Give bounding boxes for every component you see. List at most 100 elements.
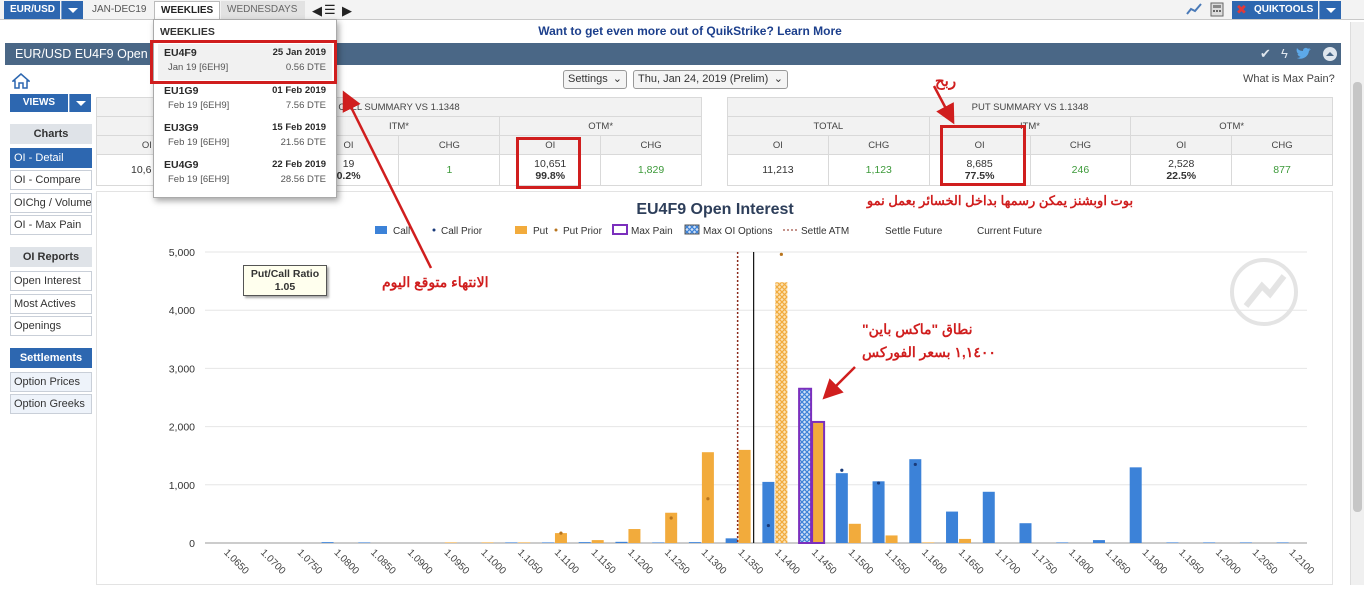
checkmark-icon[interactable]: ✔ (1260, 46, 1271, 61)
x-tick-label: 1.1200 (625, 547, 655, 577)
legend-swatch-call-prior (432, 228, 436, 232)
sidebar-item-most-actives[interactable]: Most Actives (10, 294, 92, 314)
calculator-icon[interactable] (1210, 2, 1224, 17)
tab-list-icon[interactable]: ☰ (324, 2, 336, 17)
put-otm-pct: 22.5% (1166, 170, 1197, 182)
chart-icon[interactable] (1186, 2, 1202, 16)
chevron-down-icon: ⌄ (773, 73, 783, 85)
annotation-profit: ربح (935, 73, 957, 90)
call-prior-dot-1.1500 (840, 468, 844, 472)
itm-put-highlight (940, 125, 1026, 186)
chevron-down-icon: ⌄ (612, 73, 622, 85)
flash-icon[interactable]: ϟ (1281, 46, 1288, 61)
chart-panel: EU4F9 Open Interest Call Call Prior Put Put … (96, 191, 1333, 585)
legend-swatch-put (515, 226, 527, 234)
call-bar-1.1200 (615, 541, 628, 543)
legend-swatch-put-prior (554, 228, 558, 232)
x-tick-label: 1.0800 (331, 547, 361, 577)
legend-call-prior: Call Prior (441, 226, 483, 237)
y-tick-label: 3,000 (169, 363, 195, 375)
scroll-left-icon[interactable]: ◀ (312, 3, 322, 18)
twitter-icon[interactable] (1296, 47, 1312, 61)
sidebar-item-open-interest[interactable]: Open Interest (10, 271, 92, 291)
y-tick-label: 5,000 (169, 247, 195, 259)
page-title: EUR/USD EU4F9 Open (15, 47, 148, 61)
y-tick-label: 2,000 (169, 422, 195, 434)
put-itm-oi-header: OI (928, 135, 1031, 155)
sidebar-item-option-prices[interactable]: Option Prices (10, 372, 92, 392)
x-tick-label: 1.2100 (1287, 547, 1317, 577)
views-button[interactable]: VIEWS (10, 94, 68, 112)
weekly-item-eu1g9[interactable]: EU1G9 01 Feb 2019 Feb 19 [6EH9] 7.56 DTE (158, 82, 332, 118)
put-itm-pct: 77.5% (964, 170, 995, 182)
call-itm-chg-header: CHG (398, 135, 501, 155)
x-tick-label: 1.1050 (515, 547, 545, 577)
put-itm-chg: 246 (1029, 154, 1132, 186)
settings-dropdown[interactable]: Settings ⌄ (563, 70, 627, 89)
weekly-dte: 0.56 DTE (285, 62, 326, 73)
put-call-ratio-value: 1.05 (274, 281, 296, 293)
call-otm-oi-header: OI (499, 135, 602, 155)
x-tick-label: 1.1250 (662, 547, 692, 577)
weekly-item-eu4f9[interactable]: EU4F9 25 Jan 2019 Jan 19 [6EH9] 0.56 DTE (158, 44, 332, 80)
call-bar-1.1900 (1129, 467, 1142, 543)
sidebar-item-oichg-volume[interactable]: OIChg / Volume (10, 193, 92, 213)
x-tick-label: 1.0850 (368, 547, 398, 577)
quiktools-dropdown-icon[interactable] (1319, 1, 1341, 19)
vertical-scrollbar[interactable] (1350, 22, 1364, 585)
promo-link[interactable]: Want to get even more out of QuikStrike?… (538, 24, 842, 38)
call-otm-chg: 1,829 (600, 154, 702, 186)
x-tick-label: 1.1700 (993, 547, 1023, 577)
home-icon[interactable] (11, 73, 31, 89)
legend-put: Put (533, 226, 548, 237)
sidebar-item-oi-detail[interactable]: OI - Detail (10, 148, 92, 168)
put-bar-1.1050 (518, 542, 531, 543)
date-dropdown[interactable]: Thu, Jan 24, 2019 (Prelim) ⌄ (633, 70, 788, 89)
x-tick-label: 1.1600 (919, 547, 949, 577)
sidebar-item-option-greeks[interactable]: Option Greeks (10, 394, 92, 414)
sidebar-item-oi-compare[interactable]: OI - Compare (10, 170, 92, 190)
x-tick-label: 1.1300 (699, 547, 729, 577)
currency-selector[interactable]: EUR/USD (4, 1, 60, 19)
sidebar-item-oi-max-pain[interactable]: OI - Max Pain (10, 215, 92, 235)
call-bar-1.1600 (909, 459, 922, 543)
call-bar-1.1300 (688, 542, 701, 543)
put-itm-header: ITM* (928, 116, 1132, 136)
call-bar-1.1650 (946, 511, 959, 543)
annotation-expiry: الانتهاء متوقع اليوم (382, 274, 489, 290)
currency-dropdown-icon[interactable] (61, 1, 83, 19)
weekly-date: 25 Jan 2019 (272, 47, 326, 58)
x-tick-label: 1.1000 (478, 547, 508, 577)
quiktools-button[interactable]: QUIKTOOLS (1232, 1, 1318, 19)
scrollbar-thumb[interactable] (1353, 82, 1362, 512)
collapse-icon[interactable] (1323, 47, 1337, 61)
views-dropdown-icon[interactable] (69, 94, 91, 112)
tab-weeklies[interactable]: WEEKLIES (154, 1, 220, 19)
put-summary-table: PUT SUMMARY VS 1.1348 TOTAL ITM* OTM* OI… (727, 97, 1333, 186)
put-total-chg-header: CHG (827, 135, 930, 155)
weekly-sub: Jan 19 [6EH9] (168, 62, 229, 73)
tab-wednesdays[interactable]: WEDNESDAYS (221, 1, 305, 19)
annotation-maxpain-line1: نطاق "ماكس باين" (862, 321, 973, 337)
weekly-item-eu3g9[interactable]: EU3G9 15 Feb 2019 Feb 19 [6EH9] 21.56 DT… (158, 119, 332, 155)
call-bar-1.2050 (1239, 542, 1252, 543)
weeklies-dropdown: WEEKLIES EU4F9 25 Jan 2019 Jan 19 [6EH9]… (153, 19, 337, 198)
settings-label: Settings (568, 73, 608, 85)
legend-swatch-max-pain (612, 224, 628, 235)
weekly-item-eu4g9[interactable]: EU4G9 22 Feb 2019 Feb 19 [6EH9] 28.56 DT… (158, 156, 332, 192)
open-interest-chart: EU4F9 Open Interest Call Call Prior Put Put … (169, 201, 1317, 577)
put-summary-title: PUT SUMMARY VS 1.1348 (727, 97, 1333, 117)
put-call-ratio-label: Put/Call Ratio (250, 268, 320, 280)
scroll-right-icon[interactable]: ▶ (342, 3, 352, 18)
call-prior-dot-1.1400 (766, 523, 770, 528)
put-bar-1.1650 (959, 538, 972, 543)
x-tick-label: 1.1450 (809, 547, 839, 577)
sidebar-item-openings[interactable]: Openings (10, 316, 92, 336)
weekly-sub: Feb 19 [6EH9] (168, 100, 230, 111)
weekly-dte: 7.56 DTE (285, 100, 326, 111)
x-tick-label: 1.0700 (258, 547, 288, 577)
tab-jan-dec19[interactable]: JAN-DEC19 (92, 4, 147, 15)
call-otm-header: OTM* (499, 116, 702, 136)
max-pain-help-link[interactable]: What is Max Pain? (1243, 73, 1335, 85)
legend-settle-atm: Settle ATM (801, 226, 849, 237)
